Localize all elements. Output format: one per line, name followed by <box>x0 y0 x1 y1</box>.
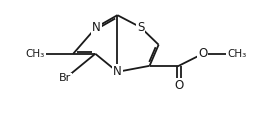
Text: S: S <box>137 21 144 34</box>
Text: N: N <box>92 21 101 34</box>
Text: O: O <box>174 79 183 92</box>
Text: O: O <box>198 47 207 60</box>
Text: Br: Br <box>59 73 71 83</box>
Text: CH₃: CH₃ <box>227 49 246 59</box>
Text: N: N <box>113 65 122 78</box>
Text: CH₃: CH₃ <box>26 49 45 59</box>
